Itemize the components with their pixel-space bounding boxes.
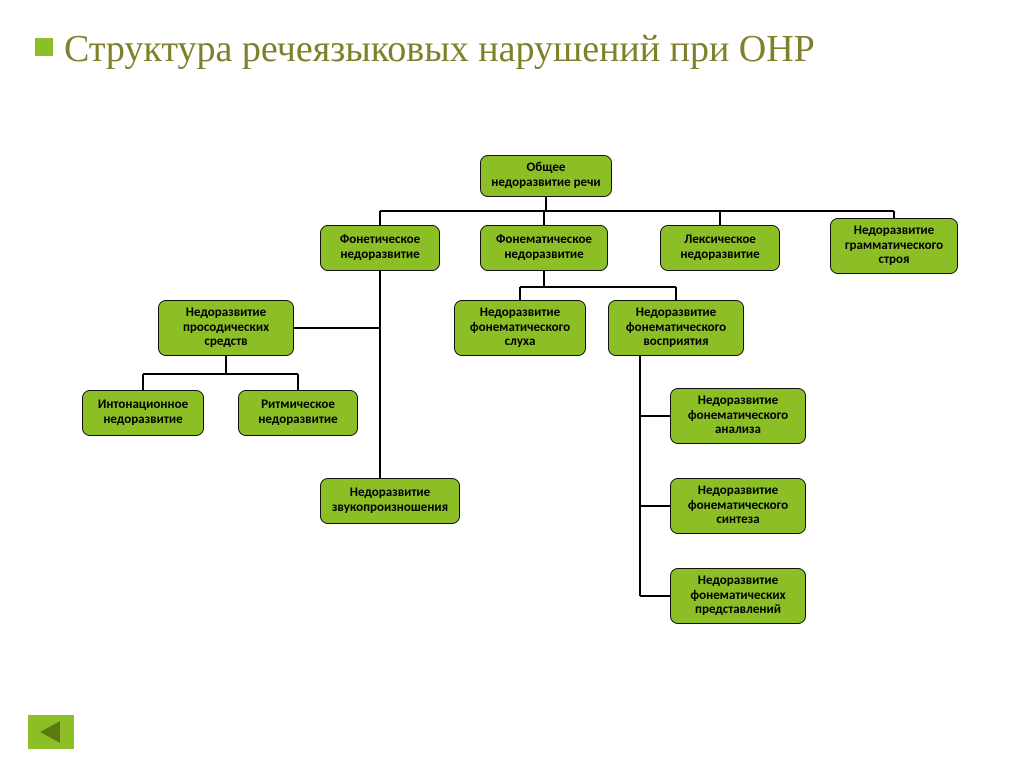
prev-slide-button[interactable] xyxy=(28,715,74,749)
node-fpred: Недоразвитие фонематических представлени… xyxy=(670,568,806,624)
node-fvosp: Недоразвитие фонематического восприятия xyxy=(608,300,744,356)
node-inton: Интонационное недоразвитие xyxy=(82,390,204,436)
connector-layer xyxy=(0,0,1024,767)
node-fanal: Недоразвитие фонематического анализа xyxy=(670,388,806,444)
slide-canvas: Структура речеязыковых нарушений при ОНР… xyxy=(0,0,1024,767)
node-ritm: Ритмическое недоразвитие xyxy=(238,390,358,436)
node-l1b: Фонематическое недоразвитие xyxy=(480,225,608,271)
node-fsluh: Недоразвитие фонематического слуха xyxy=(454,300,586,356)
node-l1d: Недоразвитие грамматического строя xyxy=(830,218,958,274)
node-l1a: Фонетическое недоразвитие xyxy=(320,225,440,271)
node-zvuk: Недоразвитие звукопроизношения xyxy=(320,478,460,524)
node-pros: Недоразвитие просодических средств xyxy=(158,300,294,356)
node-l1c: Лексическое недоразвитие xyxy=(660,225,780,271)
node-root: Общее недоразвитие речи xyxy=(480,155,612,197)
node-fsint: Недоразвитие фонематического синтеза xyxy=(670,478,806,534)
